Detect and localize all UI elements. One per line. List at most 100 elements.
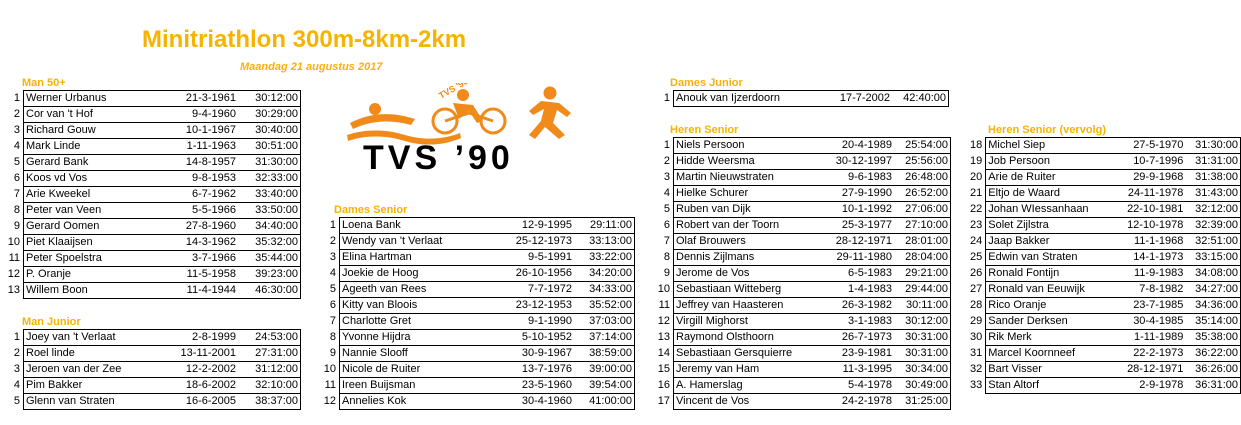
- rank-cell: 33: [970, 379, 983, 391]
- rank-cell: 15: [657, 363, 670, 375]
- rank-cell: 4: [663, 187, 670, 199]
- birthdate-cell: 3-1-1983: [828, 313, 894, 330]
- rank-cell: 4: [13, 379, 20, 391]
- time-cell: 46:30:00: [238, 282, 301, 299]
- section-title-man50: Man 50+: [22, 77, 66, 89]
- name-cell: Virgill Mighorst: [673, 313, 828, 330]
- birthdate-cell: 26-7-1973: [828, 329, 894, 346]
- swimmer-icon: [369, 103, 381, 115]
- name-cell: Dennis Zijlmans: [673, 249, 828, 266]
- name-cell: Ageeth van Rees: [339, 281, 496, 298]
- birthdate-cell: 13-7-1976: [496, 361, 574, 378]
- time-cell: 30:29:00: [238, 106, 301, 123]
- result-row: 28 Rico Oranje 23-7-1985 34:36:00: [964, 297, 1241, 314]
- result-row: 16 A. Hamerslag 5-4-1978 30:49:00: [652, 377, 951, 394]
- birthdate-cell: 20-4-1989: [828, 137, 894, 154]
- name-cell: Olaf Brouwers: [673, 233, 828, 250]
- name-cell: Edwin van Straten: [985, 249, 1115, 266]
- name-cell: Annelies Kok: [339, 393, 496, 410]
- rank-cell: 6: [13, 172, 20, 184]
- rank-cell: 18: [970, 139, 983, 151]
- name-cell: Marcel Koornneef: [985, 345, 1115, 362]
- name-cell: Loena Bank: [339, 217, 496, 234]
- time-cell: 36:26:00: [1185, 361, 1241, 378]
- rank-cell: 7: [329, 315, 336, 327]
- name-cell: Jaap Bakker: [985, 233, 1115, 250]
- time-cell: 33:50:00: [238, 202, 301, 219]
- birthdate-cell: 17-7-2002: [814, 90, 892, 107]
- rank-cell: 12: [657, 315, 670, 327]
- rank-cell: 5: [13, 395, 20, 407]
- result-row: 26 Ronald Fontijn 11-9-1983 34:08:00: [964, 265, 1241, 282]
- time-cell: 31:43:00: [1185, 185, 1241, 202]
- time-cell: 28:01:00: [894, 233, 951, 250]
- result-row: 3 Richard Gouw 10-1-1967 30:40:00: [4, 122, 301, 139]
- birthdate-cell: 14-8-1957: [164, 154, 238, 171]
- birthdate-cell: 10-7-1996: [1114, 153, 1186, 170]
- result-row: 2 Roel linde 13-11-2001 27:31:00: [4, 345, 301, 362]
- rank-cell: 1: [13, 92, 20, 104]
- name-cell: Martin Nieuwstraten: [673, 169, 828, 186]
- rank-cell: 4: [329, 267, 336, 279]
- name-cell: Eltjo de Waard: [985, 185, 1115, 202]
- name-cell: Bart Visser: [985, 361, 1115, 378]
- birthdate-cell: 11-9-1983: [1114, 265, 1186, 282]
- time-cell: 30:11:00: [894, 297, 951, 314]
- result-row: 31 Marcel Koornneef 22-2-1973 36:22:00: [964, 345, 1241, 362]
- result-row: 7 Arie Kweekel 6-7-1962 33:40:00: [4, 186, 301, 203]
- name-cell: Gerard Bank: [23, 154, 164, 171]
- name-cell: Jerome de Vos: [673, 265, 828, 282]
- rank-cell: 13: [657, 331, 670, 343]
- result-row: 22 Johan WIessanhaan 22-10-1981 32:12:00: [964, 201, 1241, 218]
- name-cell: Rico Oranje: [985, 297, 1115, 314]
- rank-cell: 4: [13, 140, 20, 152]
- time-cell: 30:49:00: [894, 377, 951, 394]
- time-cell: 37:03:00: [574, 313, 635, 330]
- result-row: 9 Jerome de Vos 6-5-1983 29:21:00: [652, 265, 951, 282]
- birthdate-cell: 14-3-1962: [164, 234, 238, 251]
- time-cell: 36:22:00: [1185, 345, 1241, 362]
- birthdate-cell: 9-5-1991: [496, 249, 574, 266]
- name-cell: Raymond Olsthoorn: [673, 329, 828, 346]
- name-cell: A. Hamerslag: [673, 377, 828, 394]
- time-cell: 30:12:00: [894, 313, 951, 330]
- result-row: 10 Sebastiaan Witteberg 1-4-1983 29:44:00: [652, 281, 951, 298]
- rank-cell: 23: [970, 219, 983, 231]
- result-row: 33 Stan Altorf 2-9-1978 36:31:00: [964, 377, 1241, 394]
- time-cell: 28:04:00: [894, 249, 951, 266]
- time-cell: 34:33:00: [574, 281, 635, 298]
- result-row: 6 Robert van der Toorn 25-3-1977 27:10:00: [652, 217, 951, 234]
- result-row: 5 Gerard Bank 14-8-1957 31:30:00: [4, 154, 301, 171]
- tvs90-logo: TVS '90 TVS ’90: [347, 83, 571, 175]
- time-cell: 30:31:00: [894, 329, 951, 346]
- rank-cell: 19: [970, 155, 983, 167]
- rank-cell: 13: [7, 284, 20, 296]
- result-row: 9 Gerard Oomen 27-8-1960 34:40:00: [4, 218, 301, 235]
- birthdate-cell: 1-11-1963: [164, 138, 238, 155]
- rank-cell: 1: [663, 139, 670, 151]
- time-cell: 35:44:00: [238, 250, 301, 267]
- time-cell: 34:27:00: [1185, 281, 1241, 298]
- result-row: 6 Koos vd Vos 9-8-1953 32:33:00: [4, 170, 301, 187]
- name-cell: Sebastiaan Witteberg: [673, 281, 828, 298]
- rank-cell: 9: [329, 347, 336, 359]
- rank-cell: 1: [663, 92, 670, 104]
- birthdate-cell: 5-10-1952: [496, 329, 574, 346]
- name-cell: Willem Boon: [23, 282, 164, 299]
- result-row: 12 Annelies Kok 30-4-1960 41:00:00: [316, 393, 635, 410]
- result-row: 1 Anouk van Ijzerdoorn 17-7-2002 42:40:00: [652, 90, 949, 107]
- rank-cell: 30: [970, 331, 983, 343]
- results-table-heren-senior: 1 Niels Persoon 20-4-1989 25:54:00 2 Hidde We…: [652, 137, 951, 410]
- birthdate-cell: 7-8-1982: [1114, 281, 1186, 298]
- birthdate-cell: 30-9-1967: [496, 345, 574, 362]
- time-cell: 39:23:00: [238, 266, 301, 283]
- time-cell: 41:00:00: [574, 393, 635, 410]
- name-cell: Wendy van 't Verlaat: [339, 233, 496, 250]
- time-cell: 34:08:00: [1185, 265, 1241, 282]
- rank-cell: 3: [663, 171, 670, 183]
- result-row: 21 Eltjo de Waard 24-11-1978 31:43:00: [964, 185, 1241, 202]
- results-table-dames-junior: 1 Anouk van Ijzerdoorn 17-7-2002 42:40:00: [652, 90, 949, 107]
- result-row: 11 Jeffrey van Haasteren 26-3-1982 30:11:00: [652, 297, 951, 314]
- birthdate-cell: 12-10-1978: [1114, 217, 1186, 234]
- rank-cell: 20: [970, 171, 983, 183]
